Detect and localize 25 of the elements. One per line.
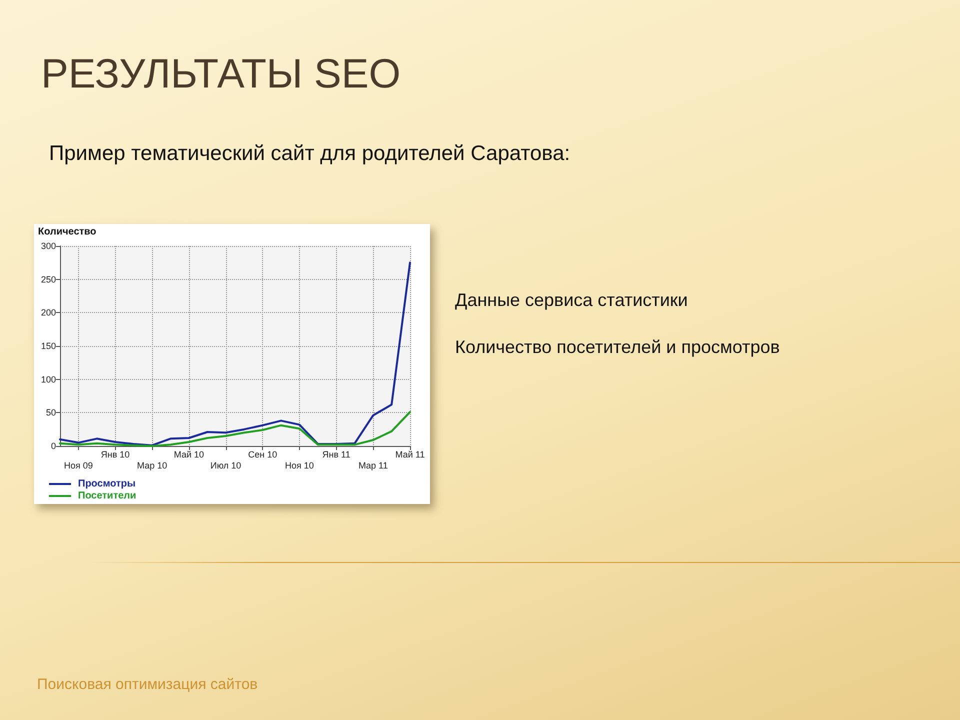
y-tick-label: 250 [40, 274, 56, 284]
x-tick-label: Ноя 09 [64, 460, 93, 470]
y-tick-label: 50 [46, 408, 56, 418]
chart-subtitle: Пример тематический сайт для родителей Саратова: [49, 142, 570, 165]
x-tick-label: Янв 11 [322, 450, 350, 460]
x-tick-label: Май 10 [174, 450, 204, 460]
text: Данные сервиса статистики [455, 290, 688, 310]
x-tick-label: Янв 10 [100, 450, 130, 460]
y-tick-label: 150 [40, 341, 56, 351]
y-tick-label: 200 [40, 308, 56, 318]
text: Количество посетителей и просмотров [455, 337, 780, 357]
y-tick-label: 300 [40, 241, 56, 251]
text: Поисковая оптимизация сайтов [37, 676, 258, 693]
x-tick-label: Мар 11 [358, 460, 388, 470]
y-tick-label: 0 [50, 441, 56, 451]
x-tick-label: Мар 10 [137, 460, 168, 470]
chart-title: РЕЗУЛЬТАТЫ SEO [41, 50, 401, 96]
y-axis-title: Количество [38, 226, 96, 238]
x-tick-label: Июл 10 [210, 460, 242, 470]
legend-label: Посетители [78, 490, 136, 502]
legend-label: Просмотры [78, 478, 136, 490]
x-tick-label: Май 11 [395, 450, 425, 460]
y-tick-label: 100 [40, 374, 56, 384]
x-tick-label: Ноя 10 [285, 460, 314, 470]
x-tick-label: Сен 10 [248, 450, 278, 460]
